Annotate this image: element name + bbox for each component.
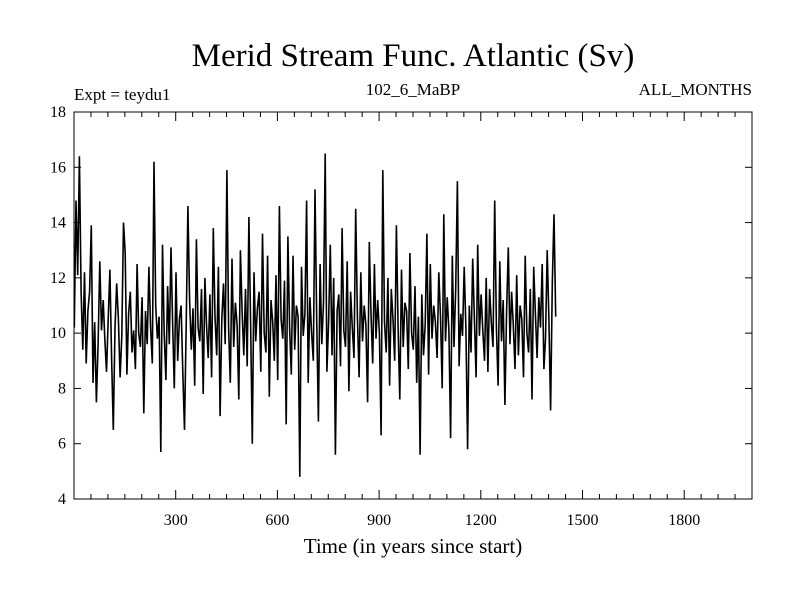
experiment-label: Expt = teydu1 [74, 85, 170, 104]
y-tick-label: 16 [50, 159, 66, 176]
x-tick-label: 1800 [668, 512, 700, 529]
y-tick-label: 6 [58, 436, 66, 453]
months-label: ALL_MONTHS [639, 80, 752, 99]
x-axis-label: Time (in years since start) [304, 534, 523, 558]
series-line [73, 153, 557, 477]
y-tick-label: 18 [50, 104, 66, 121]
x-tick-label: 900 [367, 512, 391, 529]
y-tick-label: 12 [50, 270, 66, 287]
x-tick-label: 600 [265, 512, 289, 529]
x-tick-label: 300 [164, 512, 188, 529]
y-tick-label: 10 [50, 325, 66, 342]
x-tick-label: 1200 [465, 512, 497, 529]
y-axis: 4 6 8 10 12 14 16 18 [50, 104, 752, 508]
y-tick-label: 8 [58, 380, 66, 397]
y-tick-label: 14 [50, 215, 66, 232]
x-axis: 300 600 900 1200 1500 1800 [90, 112, 736, 529]
x-tick-label: 1500 [567, 512, 599, 529]
chart-title: Merid Stream Func. Atlantic (Sv) [192, 38, 635, 74]
y-tick-label: 4 [58, 491, 66, 508]
period-label: 102_6_MaBP [366, 80, 460, 99]
